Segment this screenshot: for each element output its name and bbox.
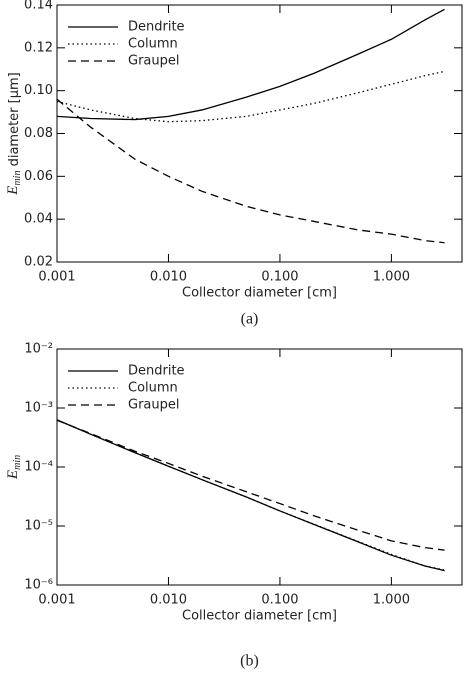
plot-frame bbox=[56, 348, 463, 586]
y-axis-title-part: E bbox=[5, 186, 21, 196]
x-axis-title: Collector diameter [cm] bbox=[182, 609, 337, 624]
y-tick-label: 10⁻³ bbox=[24, 401, 53, 416]
x-tick-label: 1.000 bbox=[373, 270, 410, 285]
series-line bbox=[56, 70, 445, 123]
y-tick-label: 0.04 bbox=[24, 212, 53, 227]
y-tick-label: 10⁻² bbox=[24, 342, 53, 357]
legend-label: Column bbox=[128, 381, 178, 396]
y-tick-label: 10⁻⁵ bbox=[24, 519, 53, 534]
y-axis-title: Emin bbox=[5, 455, 23, 480]
y-tick-label: 0.14 bbox=[24, 0, 53, 13]
x-tick-label: 0.010 bbox=[150, 593, 187, 608]
y-tick-label: 0.10 bbox=[24, 83, 53, 98]
y-axis-title-part: min bbox=[12, 455, 23, 470]
y-axis-title-part: min bbox=[12, 171, 23, 186]
legend-label: Dendrite bbox=[128, 364, 185, 379]
series-line bbox=[56, 98, 445, 244]
y-tick-label: 0.02 bbox=[24, 255, 53, 270]
y-tick-label: 10⁻⁴ bbox=[24, 460, 53, 475]
x-tick-label: 0.100 bbox=[261, 270, 298, 285]
x-tick-label: 1.000 bbox=[373, 593, 410, 608]
x-tick-label: 0.001 bbox=[38, 593, 75, 608]
x-tick-label: 0.010 bbox=[150, 270, 187, 285]
series-line bbox=[56, 8, 445, 121]
x-axis-title: Collector diameter [cm] bbox=[182, 286, 337, 301]
series-line bbox=[56, 419, 445, 572]
legend-label: Dendrite bbox=[128, 20, 185, 35]
y-axis-title-part: diameter [μm] bbox=[7, 72, 22, 170]
y-tick-label: 0.08 bbox=[24, 126, 53, 141]
legend-label: Graupel bbox=[128, 398, 180, 413]
y-axis-title: Emin diameter [μm] bbox=[5, 72, 23, 195]
y-tick-label: 10⁻⁶ bbox=[24, 578, 53, 593]
y-tick-label: 0.06 bbox=[24, 169, 53, 184]
x-tick-label: 0.001 bbox=[38, 270, 75, 285]
caption: (b) bbox=[240, 653, 259, 670]
legend-label: Graupel bbox=[128, 54, 180, 69]
series-line bbox=[56, 419, 445, 571]
series-line bbox=[56, 419, 445, 551]
x-tick-label: 0.100 bbox=[261, 593, 298, 608]
caption: (a) bbox=[241, 311, 259, 328]
y-tick-label: 0.12 bbox=[24, 40, 53, 55]
y-axis-title-part: E bbox=[5, 470, 21, 480]
legend-label: Column bbox=[128, 37, 178, 52]
